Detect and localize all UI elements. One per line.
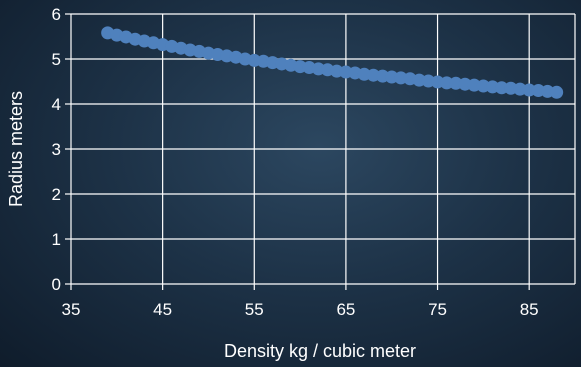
x-tick-label: 85 <box>520 300 539 319</box>
x-axis-ticks: 35 45 55 65 75 85 <box>62 300 539 319</box>
x-tick-label: 35 <box>62 300 81 319</box>
y-tick-label: 4 <box>52 95 61 114</box>
data-point <box>522 83 536 97</box>
y-tick-label: 5 <box>52 50 61 69</box>
y-tick-label: 2 <box>52 185 61 204</box>
y-tick-label: 3 <box>52 140 61 159</box>
chart-grid <box>65 13 576 290</box>
data-point <box>440 76 454 90</box>
data-point <box>495 81 509 95</box>
y-axis-ticks: 0 1 2 3 4 5 6 <box>52 5 61 294</box>
y-tick-label: 0 <box>52 275 61 294</box>
x-tick-label: 45 <box>153 300 172 319</box>
x-tick-label: 65 <box>336 300 355 319</box>
y-tick-label: 6 <box>52 5 61 24</box>
y-axis-title: Radius meters <box>6 91 26 207</box>
data-point <box>550 85 564 99</box>
y-tick-label: 1 <box>52 230 61 249</box>
x-tick-label: 55 <box>245 300 264 319</box>
data-series <box>101 26 564 99</box>
x-axis-title: Density kg / cubic meter <box>224 341 416 361</box>
x-tick-label: 75 <box>428 300 447 319</box>
